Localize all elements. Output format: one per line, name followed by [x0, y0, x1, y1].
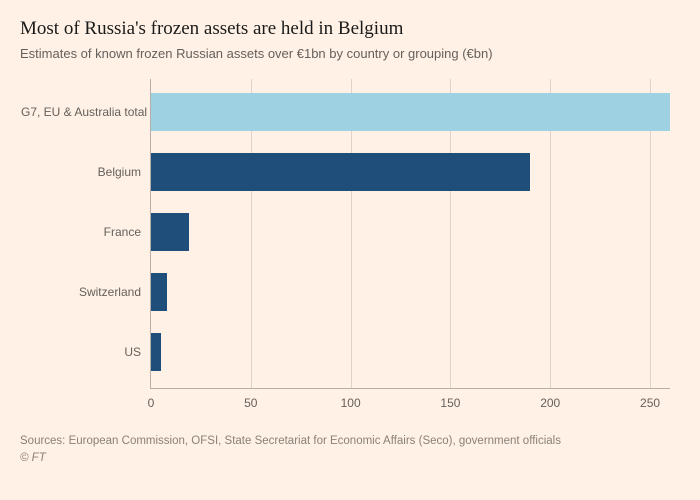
bar-row: Belgium — [151, 153, 670, 191]
x-tick-label: 200 — [540, 396, 560, 410]
bar-row: Switzerland — [151, 273, 670, 311]
bar — [151, 273, 167, 311]
category-label: France — [21, 225, 151, 239]
x-tick-label: 0 — [148, 396, 155, 410]
bar — [151, 213, 189, 251]
bar-row: France — [151, 213, 670, 251]
category-label: US — [21, 345, 151, 359]
plot-area: 050100150200250G7, EU & Australia totalB… — [150, 79, 670, 389]
category-label: Switzerland — [21, 285, 151, 299]
category-label: Belgium — [21, 165, 151, 179]
x-tick-label: 50 — [244, 396, 257, 410]
category-label: G7, EU & Australia total — [21, 105, 151, 119]
chart-footer: Sources: European Commission, OFSI, Stat… — [20, 433, 680, 468]
bar — [151, 153, 530, 191]
x-tick-label: 100 — [341, 396, 361, 410]
bar-row: G7, EU & Australia total — [151, 93, 670, 131]
bar-row: US — [151, 333, 670, 371]
x-tick-label: 250 — [640, 396, 660, 410]
chart-title: Most of Russia's frozen assets are held … — [20, 18, 680, 40]
copyright-text: © FT — [20, 450, 680, 467]
bar — [151, 93, 670, 131]
chart-subtitle: Estimates of known frozen Russian assets… — [20, 46, 680, 61]
x-tick-label: 150 — [440, 396, 460, 410]
sources-text: Sources: European Commission, OFSI, Stat… — [20, 433, 680, 450]
chart-area: 0 50 100 150 200 250 G7, EU & Australia total B… — [150, 79, 670, 419]
bar — [151, 333, 161, 371]
